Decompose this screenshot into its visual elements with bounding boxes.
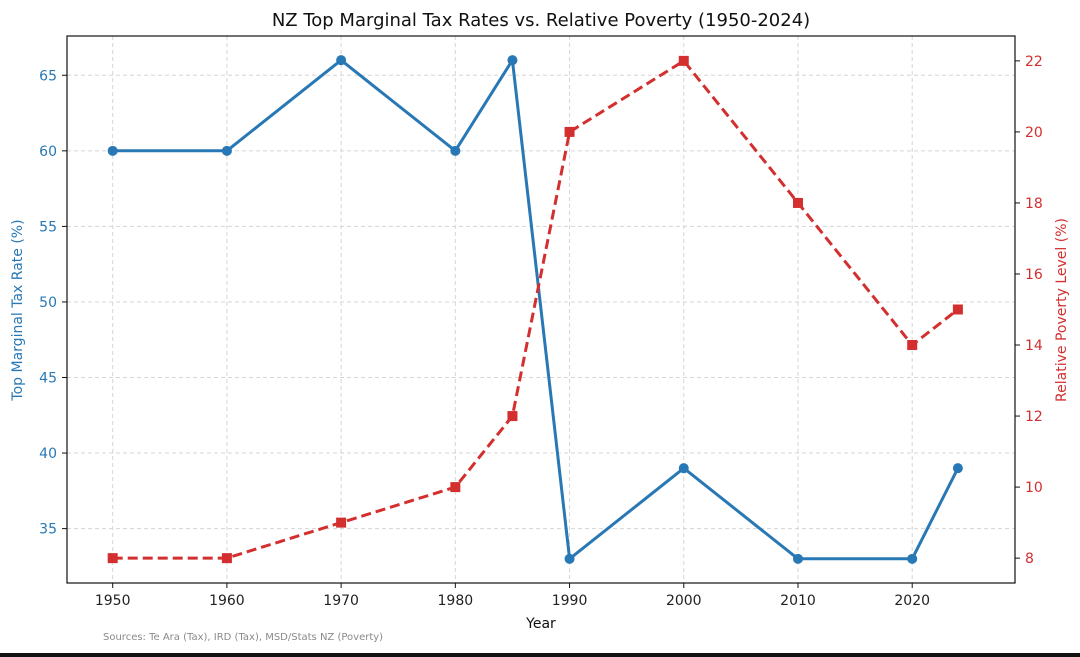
poverty-level-line <box>112 59 959 560</box>
plot-frame <box>66 35 1016 584</box>
bottom-rule <box>0 653 1080 657</box>
source-note: Sources: Te Ara (Tax), IRD (Tax), MSD/St… <box>103 632 383 643</box>
tax-rate-point <box>221 145 232 156</box>
tax-rate-point <box>107 145 118 156</box>
x-tick-label: 1990 <box>552 593 588 609</box>
right-y-tick-label: 12 <box>1025 409 1043 425</box>
left-y-axis-label: Top Marginal Tax Rate (%) <box>10 219 26 401</box>
tax-rate-point <box>792 553 803 564</box>
series <box>107 55 963 564</box>
poverty-level-point <box>792 197 803 208</box>
tax-rate-line <box>112 58 960 561</box>
poverty-level-point <box>907 340 918 351</box>
poverty-level-point <box>507 411 518 422</box>
poverty-level-point <box>221 553 232 564</box>
left-y-tick-label: 50 <box>39 295 57 311</box>
tax-rate-point <box>678 463 689 474</box>
left-y-tick-label: 35 <box>39 522 57 538</box>
left-y-tick-label: 45 <box>39 370 57 386</box>
right-y-tick-label: 16 <box>1025 267 1043 283</box>
x-tick-label: 1960 <box>209 593 245 609</box>
left-y-tick-label: 65 <box>39 68 57 84</box>
right-y-tick-label: 10 <box>1025 480 1043 496</box>
poverty-level-point <box>564 126 575 137</box>
right-y-tick-label: 14 <box>1025 338 1043 354</box>
right-y-tick-label: 18 <box>1025 196 1043 212</box>
x-tick-label: 2010 <box>780 593 816 609</box>
x-tick-label: 1980 <box>438 593 474 609</box>
tax-rate-point <box>907 553 918 564</box>
right-y-tick-label: 8 <box>1025 551 1034 567</box>
tax-rate-point <box>952 463 963 474</box>
poverty-level-point <box>336 517 347 528</box>
right-y-tick-label: 22 <box>1025 54 1043 70</box>
left-y-tick-label: 55 <box>39 219 57 235</box>
tax-rate-point <box>450 145 461 156</box>
poverty-level-point <box>952 304 963 315</box>
x-axis-label: Year <box>525 616 556 632</box>
x-tick-label: 2000 <box>666 593 702 609</box>
x-tick-label: 1970 <box>323 593 359 609</box>
poverty-level-point <box>450 482 461 493</box>
x-tick-label: 2020 <box>894 593 930 609</box>
tax-rate-point <box>336 55 347 66</box>
x-tick-label: 1950 <box>95 593 131 609</box>
right-y-tick-label: 20 <box>1025 125 1043 141</box>
poverty-level-point <box>678 55 689 66</box>
poverty-level-point <box>107 553 118 564</box>
axes: 1950 1960 1970 1980 1990 2000 2010 202035404550… <box>39 54 1043 609</box>
chart-title: NZ Top Marginal Tax Rates vs. Relative P… <box>272 10 810 31</box>
left-y-tick-label: 60 <box>39 144 57 160</box>
tax-rate-point <box>507 55 518 66</box>
left-y-tick-label: 40 <box>39 446 57 462</box>
tax-rate-point <box>564 553 575 564</box>
right-y-axis-label: Relative Poverty Level (%) <box>1054 218 1070 402</box>
